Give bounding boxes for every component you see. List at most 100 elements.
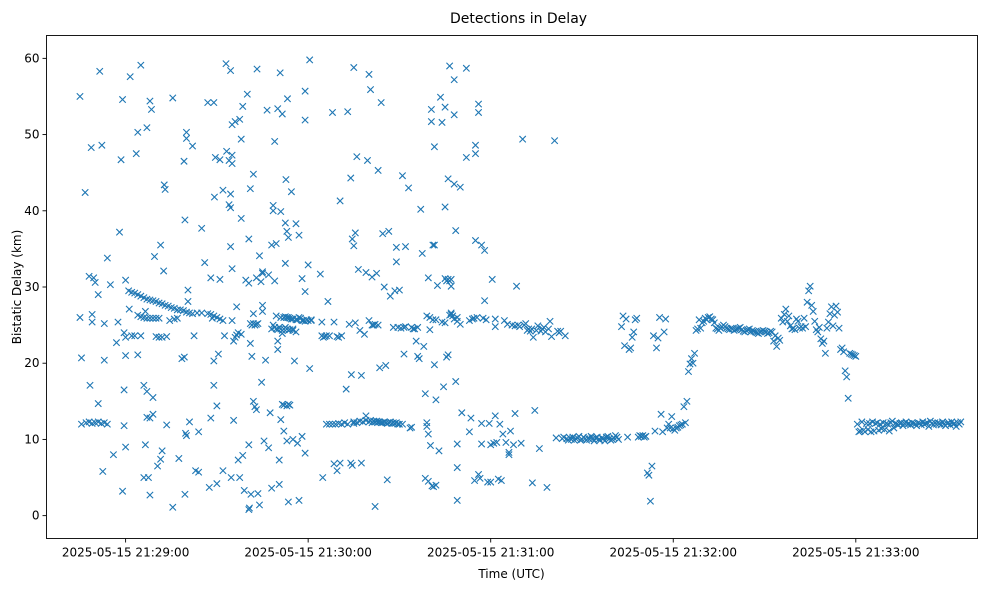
data-point-308 [306, 56, 314, 64]
data-point-625 [646, 497, 655, 505]
data-point-158 [219, 467, 227, 475]
x-tick-label-2: 2025-05-15 21:31:00 [427, 546, 554, 560]
data-point-154 [216, 156, 224, 164]
data-point-413 [398, 172, 407, 180]
data-point-428 [417, 205, 425, 213]
data-point-307 [304, 261, 312, 269]
data-point-728 [803, 298, 811, 306]
data-point-18 [90, 274, 98, 282]
data-point-216 [255, 501, 264, 509]
data-point-168 [227, 473, 235, 482]
data-point-606 [617, 323, 626, 331]
data-point-358 [357, 459, 365, 467]
data-point-144 [210, 98, 218, 107]
data-point-451 [432, 396, 440, 404]
data-point-523 [493, 438, 501, 447]
data-point-113 [180, 157, 188, 165]
data-point-140 [207, 274, 215, 282]
data-point-172 [228, 151, 236, 159]
data-point-639 [668, 412, 676, 421]
data-point-511 [481, 297, 489, 305]
data-point-178 [233, 303, 241, 311]
data-point-442 [427, 118, 435, 126]
data-point-412 [398, 420, 407, 428]
data-point-484 [453, 313, 461, 322]
data-point-159 [220, 332, 229, 340]
data-point-648 [681, 419, 690, 427]
data-point-410 [395, 286, 404, 294]
data-point-479 [450, 76, 458, 84]
data-point-240 [272, 312, 280, 320]
data-point-98 [163, 332, 171, 341]
data-point-394 [383, 476, 391, 484]
data-point-432 [421, 390, 429, 398]
data-point-741 [823, 324, 831, 332]
data-point-44 [125, 305, 133, 313]
data-point-438 [424, 274, 432, 282]
data-point-85 [153, 462, 162, 470]
data-point-33 [117, 156, 125, 164]
data-point-437 [424, 430, 432, 438]
data-point-748 [833, 308, 842, 316]
data-point-779 [881, 425, 889, 434]
data-point-302 [301, 449, 309, 457]
data-point-78 [149, 314, 157, 322]
data-point-12 [81, 188, 89, 197]
y-axis-label: Bistatic Delay (km) [10, 230, 24, 345]
data-point-212 [253, 65, 261, 73]
data-point-535 [509, 441, 518, 449]
data-point-485 [453, 496, 461, 504]
data-point-132 [195, 428, 203, 436]
data-point-59 [140, 381, 148, 389]
data-point-512 [481, 246, 489, 255]
data-point-650 [684, 368, 693, 376]
data-point-188 [239, 451, 247, 460]
data-point-22 [96, 67, 104, 75]
data-point-152 [214, 350, 222, 358]
data-point-513 [482, 316, 490, 324]
data-point-731 [808, 301, 816, 309]
data-point-344 [348, 235, 356, 243]
data-point-50 [132, 150, 140, 158]
data-point-525 [496, 420, 504, 428]
data-point-647 [680, 403, 688, 411]
y-tick-label-0: 0 [32, 509, 40, 523]
data-point-38 [120, 386, 128, 394]
data-point-200 [247, 490, 255, 498]
data-point-553 [534, 322, 542, 330]
data-point-334 [338, 332, 346, 340]
data-point-347 [350, 242, 358, 250]
data-point-494 [465, 428, 473, 436]
data-point-218 [258, 378, 266, 386]
data-point-732 [809, 307, 817, 315]
data-point-495 [467, 414, 475, 422]
data-point-733 [811, 317, 819, 325]
data-point-532 [505, 448, 513, 456]
data-point-726 [800, 314, 808, 322]
data-point-424 [412, 337, 420, 345]
data-point-708 [773, 342, 781, 351]
data-point-186 [237, 330, 245, 338]
data-point-45 [126, 73, 134, 81]
data-point-86 [155, 333, 163, 341]
data-point-390 [380, 283, 388, 291]
data-point-21 [94, 400, 102, 408]
data-point-13 [85, 272, 93, 280]
data-point-500 [471, 141, 480, 149]
data-point-289 [292, 220, 300, 228]
data-point-667 [710, 319, 718, 327]
data-point-39 [122, 276, 130, 284]
data-point-829 [957, 418, 965, 426]
data-point-616 [633, 314, 641, 322]
data-point-133 [198, 309, 206, 317]
data-point-312 [316, 270, 324, 278]
data-point-174 [230, 337, 238, 345]
data-point-426 [414, 323, 422, 331]
data-point-322 [325, 420, 334, 428]
x-tick-label-3: 2025-05-15 21:32:00 [610, 546, 737, 560]
data-point-352 [353, 153, 361, 161]
data-point-549 [528, 479, 536, 487]
data-point-214 [254, 489, 262, 498]
data-point-628 [651, 427, 659, 435]
